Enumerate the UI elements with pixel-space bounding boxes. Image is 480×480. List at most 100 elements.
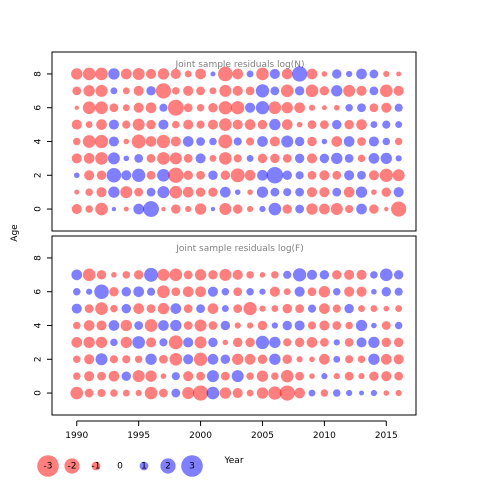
residual-bubble xyxy=(106,167,122,183)
legend-bubble xyxy=(91,461,101,471)
residual-bubble xyxy=(357,355,366,364)
residual-bubble xyxy=(71,269,83,281)
y-tick-label: 0 xyxy=(34,206,44,212)
residual-bubble xyxy=(368,170,379,181)
residual-bubble xyxy=(156,134,171,149)
residual-bubble xyxy=(280,84,294,98)
residual-bubble xyxy=(356,337,367,348)
residual-bubble xyxy=(281,102,293,114)
panel-logF: Joint sample residuals log(F) 0 2 4 6 8 xyxy=(34,235,417,416)
residual-bubble xyxy=(73,321,81,330)
residual-bubble xyxy=(308,104,316,111)
residual-bubble xyxy=(144,319,158,332)
residual-bubble xyxy=(271,372,279,380)
panel-logN-bubbles xyxy=(71,66,407,217)
residual-bubble xyxy=(246,389,254,397)
residual-bubble xyxy=(108,68,120,80)
residual-bubble xyxy=(319,120,329,130)
residual-bubble xyxy=(295,204,305,214)
residual-bubble xyxy=(109,287,119,297)
residual-bubble xyxy=(295,371,305,381)
residual-bubble xyxy=(145,102,157,114)
residual-bubble xyxy=(97,388,106,398)
residual-bubble xyxy=(218,66,233,82)
residual-bubble xyxy=(244,353,256,365)
residual-bubble xyxy=(232,204,243,214)
residual-bubble xyxy=(234,322,241,329)
residual-bubble xyxy=(379,268,393,282)
residual-bubble xyxy=(321,373,328,380)
residual-bubble xyxy=(243,301,257,316)
residual-bubble xyxy=(210,71,216,77)
residual-bubble xyxy=(257,354,268,364)
residual-bubble xyxy=(171,204,181,214)
residual-bubble xyxy=(294,102,305,114)
residual-bubble xyxy=(380,353,392,365)
y-tick-label: 8 xyxy=(34,71,44,77)
residual-bubble xyxy=(71,204,82,215)
residual-bubble xyxy=(182,186,194,198)
residual-bubble xyxy=(82,101,96,115)
residual-bubble xyxy=(269,286,280,297)
residual-bubble xyxy=(96,270,107,280)
residual-bubble xyxy=(121,287,132,297)
residual-bubble xyxy=(282,320,292,331)
residual-bubble xyxy=(306,68,318,80)
residual-bubble xyxy=(209,87,217,95)
residual-bubble xyxy=(206,386,220,400)
residual-bubble xyxy=(82,268,96,282)
residual-bubble xyxy=(283,188,292,197)
residual-bubble xyxy=(108,186,120,198)
residual-bubble xyxy=(294,86,305,96)
residual-bubble xyxy=(345,321,353,330)
residual-bubble xyxy=(183,153,193,163)
residual-bubble xyxy=(194,269,207,281)
residual-bubble xyxy=(332,321,342,330)
residual-bubble xyxy=(123,155,130,162)
residual-bubble xyxy=(218,134,233,149)
residual-bubble xyxy=(122,87,130,95)
residual-bubble xyxy=(232,353,244,365)
residual-bubble xyxy=(257,320,268,331)
x-tick-label: 1995 xyxy=(127,431,150,441)
residual-bubble xyxy=(194,203,207,215)
residual-bubble xyxy=(283,270,292,279)
residual-bubble xyxy=(132,168,146,182)
residual-bubble xyxy=(169,185,183,199)
residual-bubble xyxy=(107,152,120,165)
residual-bubble xyxy=(122,120,131,129)
residual-bubble xyxy=(321,138,328,145)
residual-bubble xyxy=(294,387,305,399)
residual-bubble xyxy=(330,203,343,216)
residual-bubble xyxy=(232,85,243,96)
residual-bubble xyxy=(183,354,194,365)
residual-bubble xyxy=(146,119,156,130)
residual-bubble xyxy=(370,305,378,313)
residual-bubble xyxy=(282,170,292,180)
residual-bubble xyxy=(343,136,355,147)
residual-bubble xyxy=(383,390,390,396)
residual-bubble xyxy=(381,187,392,197)
residual-bubble xyxy=(383,305,390,312)
residual-bubble xyxy=(332,119,342,130)
panel-logN-y-axis: 0 2 4 6 8 xyxy=(34,71,52,212)
residual-bubble xyxy=(259,272,266,278)
residual-bubble xyxy=(369,103,379,113)
residual-bubble xyxy=(257,153,268,164)
legend-bubble xyxy=(181,455,203,477)
residual-bubble xyxy=(95,152,108,165)
residual-bubble xyxy=(196,304,205,314)
residual-bubble xyxy=(294,337,305,348)
residual-bubble xyxy=(184,70,192,78)
residual-bubble xyxy=(220,371,230,381)
residual-bubble xyxy=(295,171,304,180)
residual-bubble xyxy=(108,370,120,382)
residual-bubble xyxy=(319,86,330,96)
residual-bubble xyxy=(356,85,367,96)
residual-bubble xyxy=(122,104,130,112)
residual-bubble xyxy=(146,68,157,79)
residual-bubble xyxy=(369,86,379,96)
residual-bubble xyxy=(94,284,109,300)
residual-bubble xyxy=(135,389,142,397)
